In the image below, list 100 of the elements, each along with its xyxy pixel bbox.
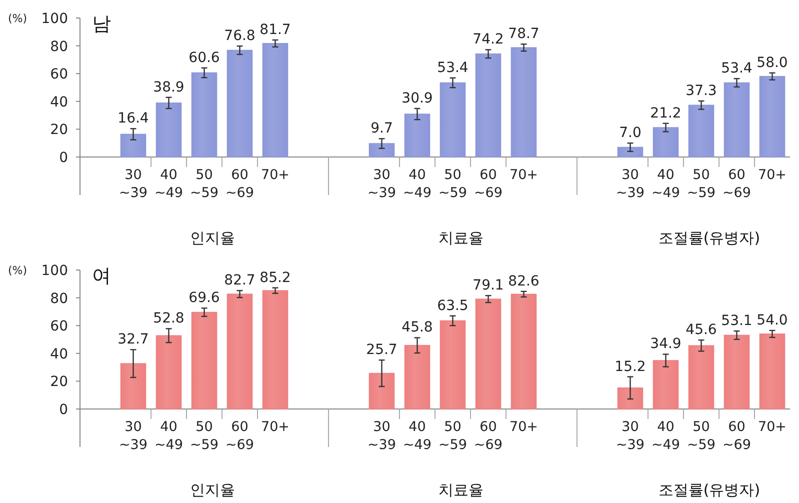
data-label: 82.7: [224, 272, 256, 289]
x-tick-label: 50~59: [190, 167, 218, 201]
bar: [617, 146, 644, 158]
x-tick-label: 50~59: [687, 419, 716, 453]
chart-title: 여: [92, 265, 111, 287]
x-tick-label: 50~59: [687, 167, 716, 201]
x-tick-label: 70+: [261, 419, 290, 435]
bar: [510, 47, 537, 158]
text: 인지율: [190, 229, 235, 247]
data-label: 60.6: [188, 50, 220, 66]
bar: [262, 43, 288, 158]
data-label: 7.0: [619, 125, 642, 142]
data-label: 38.9: [153, 79, 184, 96]
x-tick-label: 50~59: [190, 419, 218, 453]
data-label: 53.1: [721, 313, 752, 330]
text: 치료율: [438, 481, 484, 499]
data-label: 63.5: [437, 298, 468, 314]
x-tick-label: 30~39: [616, 419, 644, 453]
y-tick-label: 20: [50, 374, 68, 390]
y-tick-label: 0: [59, 150, 68, 166]
data-label: 53.4: [721, 60, 752, 77]
x-tick-label: 30~39: [368, 167, 396, 201]
data-label: 82.6: [508, 273, 540, 290]
bar: [404, 114, 430, 158]
data-label: 16.4: [118, 110, 149, 127]
data-label: 76.8: [224, 28, 256, 44]
bar: [191, 312, 218, 410]
bar: [226, 50, 253, 158]
y-tick-label: 100: [41, 263, 68, 279]
y-tick-label: 0: [59, 402, 68, 418]
x-tick-label: 30~39: [368, 419, 396, 453]
x-tick-label: 60~69: [722, 419, 751, 453]
bar: [724, 82, 750, 158]
data-label: 58.0: [756, 54, 788, 71]
x-tick-label: 60~69: [474, 419, 502, 453]
x-tick-label: 30~39: [119, 419, 148, 453]
bar: [617, 387, 644, 410]
bar: [475, 298, 502, 410]
x-tick-label: 40~49: [652, 419, 680, 453]
x-tick-label: 40~49: [403, 167, 432, 201]
x-tick-label: 40~49: [154, 167, 183, 201]
data-label: 74.2: [472, 32, 504, 48]
bar: [262, 290, 288, 410]
bar: [440, 82, 466, 158]
x-tick-label: 70+: [510, 419, 538, 435]
bar: [652, 127, 679, 158]
text: 조절률(유병자): [658, 229, 760, 247]
data-label: 45.6: [686, 322, 717, 338]
x-tick-label: 60~69: [226, 167, 254, 201]
data-label: 81.7: [260, 22, 291, 38]
x-tick-label: 70+: [261, 167, 290, 183]
bar: [156, 335, 182, 410]
bar: [510, 294, 537, 410]
y-axis-title: (%): [8, 264, 28, 277]
x-tick-label: 60~69: [722, 167, 751, 201]
bar: [688, 104, 714, 158]
bar: [475, 53, 502, 158]
bar: [120, 363, 146, 410]
x-tick-label: 30~39: [119, 167, 148, 201]
bar: [120, 134, 146, 158]
x-tick-label: 40~49: [154, 419, 183, 453]
y-tick-label: 60: [50, 66, 68, 83]
bar: [404, 344, 430, 410]
y-tick-label: 40: [50, 346, 68, 362]
y-tick-label: 100: [41, 11, 68, 27]
x-tick-label: 40~49: [652, 167, 680, 201]
y-axis-title: (%): [8, 12, 28, 25]
y-tick-label: 20: [50, 122, 68, 138]
data-label: 25.7: [366, 342, 398, 358]
data-label: 69.6: [188, 290, 220, 306]
bar: [652, 360, 679, 410]
data-label: 32.7: [118, 332, 149, 348]
data-label: 85.2: [260, 270, 291, 286]
x-tick-label: 40~49: [403, 419, 432, 453]
y-tick-label: 80: [50, 290, 68, 307]
bar: [724, 334, 750, 410]
data-label: 9.7: [370, 120, 393, 137]
text: 인지율: [190, 481, 235, 499]
data-label: 53.4: [437, 60, 468, 76]
x-tick-label: 50~59: [438, 167, 467, 201]
bar: [688, 345, 714, 410]
text: 조절률(유병자): [658, 481, 760, 499]
data-label: 45.8: [402, 320, 433, 336]
data-label: 79.1: [472, 278, 504, 294]
data-label: 21.2: [650, 105, 682, 122]
bar: [368, 372, 395, 410]
x-tick-label: 50~59: [438, 419, 467, 453]
x-tick-label: 70+: [510, 167, 538, 183]
bar: [226, 294, 253, 410]
bar: [156, 102, 182, 158]
data-label: 78.7: [508, 26, 540, 42]
data-label: 30.9: [402, 90, 433, 106]
y-tick-label: 60: [50, 318, 68, 335]
x-tick-label: 30~39: [616, 167, 644, 201]
x-tick-label: 70+: [758, 167, 786, 183]
bar: [368, 143, 395, 158]
data-label: 54.0: [756, 312, 788, 328]
chart-title: 남: [92, 13, 111, 35]
data-label: 34.9: [650, 336, 682, 352]
data-label: 15.2: [614, 358, 646, 375]
